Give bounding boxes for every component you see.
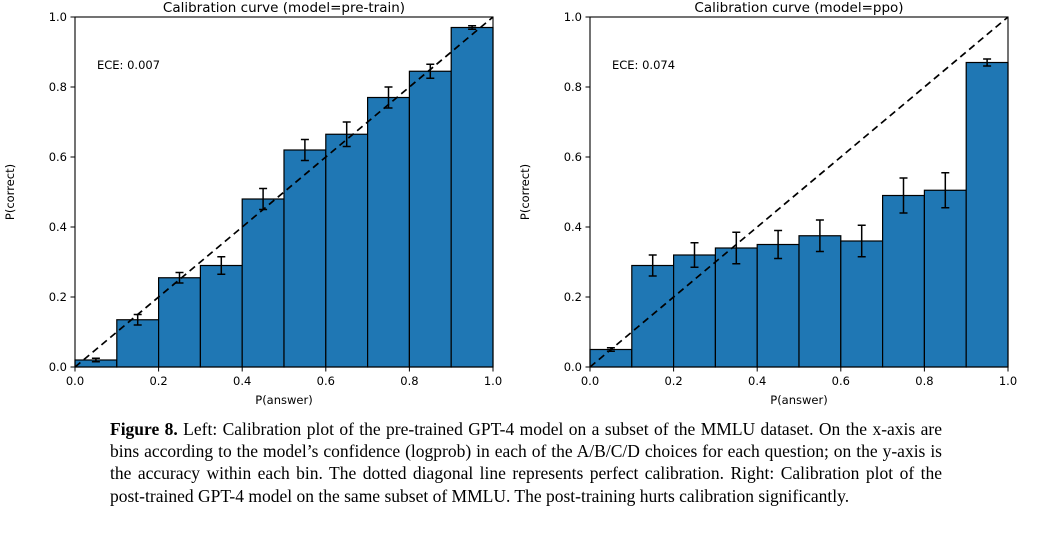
y-tick-label: 0.0 xyxy=(49,360,67,374)
x-tick-label: 0.6 xyxy=(832,374,850,388)
plot-border xyxy=(74,16,494,368)
y-tick-label: 0.4 xyxy=(564,220,582,234)
perfect-calibration-line xyxy=(74,16,494,368)
y-tick-label: 0.6 xyxy=(49,150,67,164)
x-tick-label: 0.8 xyxy=(915,374,933,388)
histogram-bar xyxy=(450,26,494,368)
x-tick-label: 0.6 xyxy=(317,374,335,388)
calibration-chart-pretrain: 0.0 0.2 0.4 0.6 0.8 1.0 0.0 0.2 0.4 0.6 0.8 1.0 Cali… xyxy=(3,0,502,407)
y-axis-label: P(correct) xyxy=(3,164,17,220)
histogram-bar xyxy=(756,243,800,368)
x-tick-label: 0.2 xyxy=(149,374,167,388)
x-tick-label: 0.8 xyxy=(400,374,418,388)
chart-title: Calibration curve (model=ppo) xyxy=(694,0,903,16)
histogram-bar xyxy=(199,264,243,368)
figure-caption: Figure 8. Left: Calibration plot of the … xyxy=(110,418,942,507)
ece-annotation: ECE: 0.074 xyxy=(612,58,675,72)
histogram-bar xyxy=(325,133,369,368)
histogram-bar xyxy=(882,194,926,368)
y-tick-label: 0.8 xyxy=(564,80,582,94)
figure-label: Figure 8. xyxy=(110,419,178,439)
histogram-bar xyxy=(283,149,327,368)
x-axis-label: P(answer) xyxy=(255,393,312,407)
histogram-bar xyxy=(367,96,411,368)
histogram-bar xyxy=(408,70,452,368)
plot-border xyxy=(589,16,1009,368)
y-tick-label: 0.2 xyxy=(49,290,67,304)
histogram-bar xyxy=(714,247,758,368)
x-tick-label: 0.4 xyxy=(748,374,766,388)
histogram-bar xyxy=(589,348,633,368)
histogram-bar xyxy=(923,189,967,368)
x-tick-label: 0.2 xyxy=(664,374,682,388)
x-tick-label: 0.4 xyxy=(233,374,251,388)
x-axis-label: P(answer) xyxy=(770,393,827,407)
x-tick-label: 1.0 xyxy=(484,374,502,388)
x-tick-label: 1.0 xyxy=(999,374,1017,388)
y-tick-label: 0.8 xyxy=(49,80,67,94)
histogram-bar xyxy=(673,254,717,368)
histogram-bar xyxy=(798,235,842,368)
y-tick-label: 0.0 xyxy=(564,360,582,374)
y-tick-label: 1.0 xyxy=(564,10,582,24)
y-axis-label: P(correct) xyxy=(518,164,532,220)
histogram-bar xyxy=(965,61,1009,368)
histogram-bar xyxy=(241,198,285,368)
y-tick-label: 0.4 xyxy=(49,220,67,234)
y-tick-label: 1.0 xyxy=(49,10,67,24)
y-tick-label: 0.6 xyxy=(564,150,582,164)
ece-annotation: ECE: 0.007 xyxy=(97,58,160,72)
histogram-bar xyxy=(840,240,884,368)
figure-8-charts: 0.0 0.2 0.4 0.6 0.8 1.0 0.0 0.2 0.4 0.6 0.8 1.0 Cali… xyxy=(3,0,1017,407)
y-tick-label: 0.2 xyxy=(564,290,582,304)
chart-title: Calibration curve (model=pre-train) xyxy=(163,0,405,16)
calibration-chart-ppo: 0.0 0.2 0.4 0.6 0.8 1.0 0.0 0.2 0.4 0.6 0.8 1.0 Cali… xyxy=(518,0,1017,407)
figure-caption-text: Left: Calibration plot of the pre-traine… xyxy=(110,419,942,506)
x-tick-label: 0.0 xyxy=(581,374,599,388)
histogram-bar xyxy=(631,264,675,368)
perfect-calibration-line xyxy=(589,16,1009,368)
x-tick-label: 0.0 xyxy=(66,374,84,388)
